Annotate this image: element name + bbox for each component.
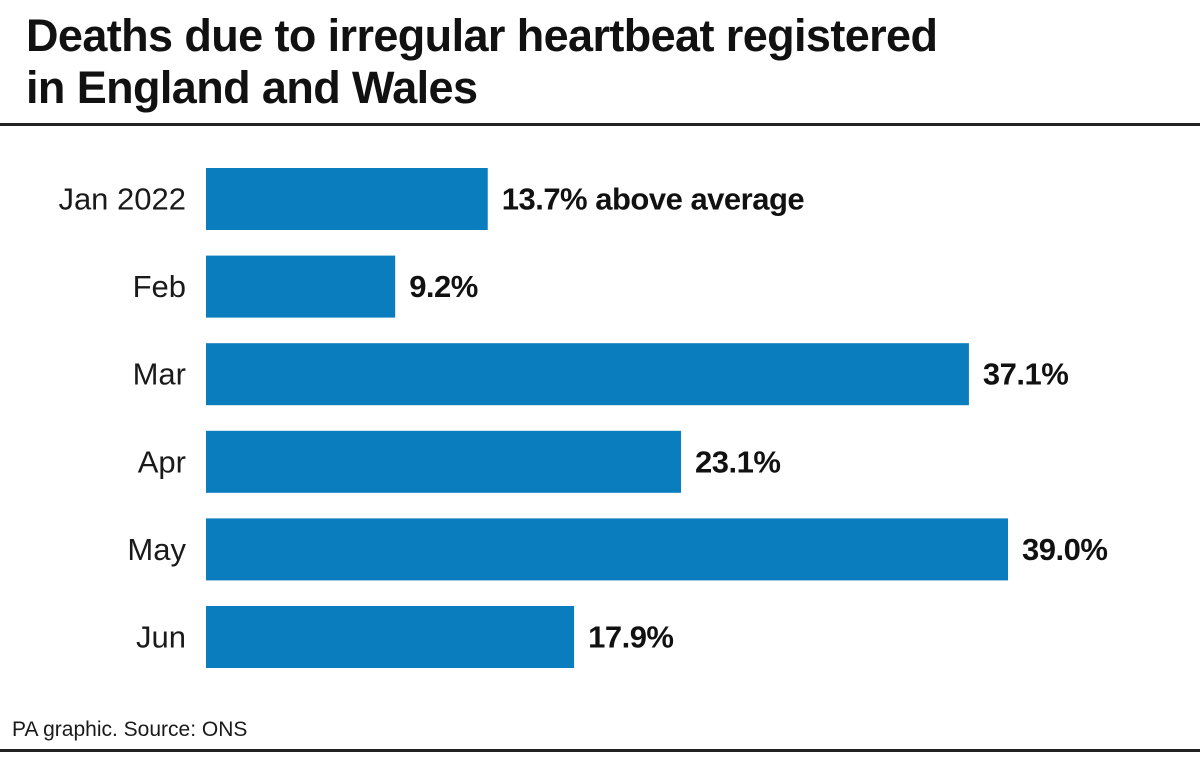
chart-title-line-1: Deaths due to irregular heartbeat regist…	[26, 10, 938, 61]
value-label-3: 23.1%	[695, 444, 780, 479]
bar-3	[206, 430, 682, 493]
value-label-4: 39.0%	[1022, 532, 1107, 567]
bar-4	[206, 518, 1008, 581]
category-label-4: May	[127, 532, 186, 567]
bar-1	[206, 255, 396, 318]
bar-0	[206, 168, 488, 230]
top-divider	[0, 123, 1200, 126]
category-label-1: Feb	[133, 269, 186, 304]
source-credit: PA graphic. Source: ONS	[12, 718, 248, 741]
value-label-5: 17.9%	[588, 620, 673, 655]
category-label-5: Jun	[136, 620, 186, 655]
value-label-1: 9.2%	[409, 269, 478, 304]
bar-2	[206, 343, 969, 406]
value-label-2: 37.1%	[983, 357, 1068, 392]
category-label-3: Apr	[138, 444, 186, 479]
category-label-0: Jan 2022	[58, 182, 186, 217]
category-label-2: Mar	[133, 357, 186, 392]
chart-title: Deaths due to irregular heartbeat regist…	[26, 10, 1176, 114]
value-label-0: 13.7% above average	[502, 182, 805, 217]
bar-5	[206, 606, 575, 668]
chart-title-line-2: in England and Wales	[26, 62, 478, 113]
bottom-divider	[0, 749, 1200, 752]
